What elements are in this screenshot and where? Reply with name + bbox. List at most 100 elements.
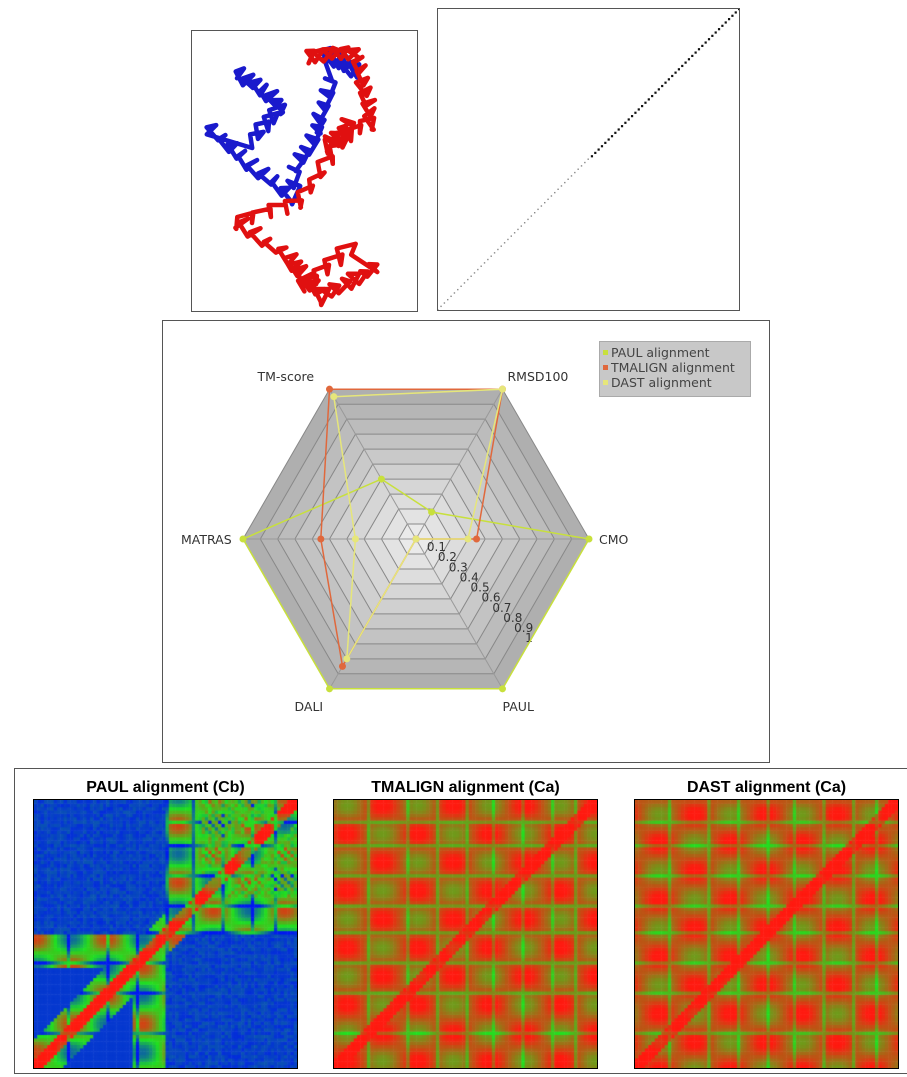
radar-axis-label: TM-score bbox=[257, 369, 315, 384]
radar-data-point bbox=[240, 536, 247, 543]
radar-chart-panel: 0.1 0.2 0.3 0.4 0.5 0.6 0.7 0.8 0.9 1 TM-score RMSD… bbox=[162, 320, 770, 763]
dotplot-point bbox=[561, 185, 562, 186]
dotplot-point bbox=[594, 152, 596, 154]
dotplot-point bbox=[440, 306, 441, 307]
dotplot-point bbox=[567, 179, 568, 180]
dotplot-point bbox=[507, 239, 508, 240]
radar-data-point bbox=[330, 393, 337, 400]
heatmaps-panel: PAUL alignment (Cb) TMALIGN alignment (C… bbox=[14, 768, 907, 1074]
dotplot-point bbox=[631, 115, 633, 117]
dotplot-point bbox=[648, 98, 650, 100]
dotplot-point bbox=[480, 266, 481, 267]
heatmap-tmalign bbox=[333, 799, 598, 1069]
legend-item-dast[interactable]: DAST alignment bbox=[603, 375, 750, 390]
legend-item-tmalign[interactable]: TMALIGN alignment bbox=[603, 360, 750, 375]
dotplot-point bbox=[728, 18, 730, 20]
dotplot-point bbox=[527, 219, 528, 220]
radar-data-point bbox=[464, 536, 471, 543]
dotplot-point bbox=[571, 175, 572, 176]
dotplot-point bbox=[447, 299, 448, 300]
dotplot-point bbox=[651, 95, 653, 97]
dotplot-point bbox=[611, 135, 613, 137]
dotplot-point bbox=[541, 205, 542, 206]
heatmap-title-tmalign: TMALIGN alignment (Ca) bbox=[333, 779, 598, 797]
legend-swatch bbox=[603, 365, 608, 370]
dotplot-point bbox=[618, 128, 620, 130]
dotplot-point bbox=[521, 225, 522, 226]
dotplot-point bbox=[591, 155, 593, 157]
dotplot-point bbox=[718, 28, 720, 30]
dotplot-point bbox=[601, 145, 603, 147]
dotplot-point bbox=[735, 11, 737, 13]
dotplot-point bbox=[671, 75, 673, 77]
dotplot-point bbox=[554, 192, 555, 193]
dotplot-point bbox=[624, 122, 626, 124]
dotplot-point bbox=[641, 105, 643, 107]
dotplot-point bbox=[664, 82, 666, 84]
heatmap-dast bbox=[634, 799, 899, 1069]
dotplot-chart bbox=[438, 9, 739, 310]
dotplot-point bbox=[661, 85, 663, 87]
dotplot-point bbox=[708, 38, 710, 40]
radar-data-point bbox=[352, 536, 359, 543]
chain-a-backbone bbox=[207, 48, 360, 204]
heatmap-canvas bbox=[34, 800, 297, 1068]
dotplot-point bbox=[564, 182, 565, 183]
heatmap-title-dast: DAST alignment (Ca) bbox=[634, 779, 899, 797]
dotplot-point bbox=[477, 269, 478, 270]
dotplot-point bbox=[695, 51, 697, 53]
radar-data-point bbox=[378, 476, 385, 483]
radar-axis-label: MATRAS bbox=[181, 532, 232, 547]
radar-data-point bbox=[326, 386, 333, 393]
radar-data-point bbox=[317, 536, 324, 543]
dotplot-point bbox=[524, 222, 525, 223]
dotplot-point bbox=[634, 112, 636, 114]
dotplot-point bbox=[517, 229, 518, 230]
dotplot-point bbox=[470, 276, 471, 277]
legend-item-paul[interactable]: PAUL alignment bbox=[603, 345, 750, 360]
radar-data-point bbox=[326, 685, 333, 692]
radar-axis-label: DALI bbox=[295, 699, 324, 714]
radar-data-point bbox=[586, 536, 593, 543]
radar-legend: PAUL alignment TMALIGN alignment DAST al… bbox=[599, 341, 751, 397]
dotplot-point bbox=[688, 58, 690, 60]
dotplot-point bbox=[628, 118, 630, 120]
dotplot-point bbox=[658, 88, 660, 90]
dotplot-point bbox=[715, 31, 717, 33]
dotplot-point bbox=[460, 286, 461, 287]
dotplot-point bbox=[691, 55, 693, 57]
radar-data-point bbox=[473, 536, 480, 543]
structure-view bbox=[192, 31, 417, 311]
dotplot-point bbox=[544, 202, 545, 203]
dotplot-point bbox=[514, 232, 515, 233]
dotplot-point bbox=[684, 62, 686, 64]
dotplot-point bbox=[491, 255, 492, 256]
radar-data-point bbox=[339, 663, 346, 670]
dotplot-point bbox=[487, 259, 488, 260]
dotplot-point bbox=[705, 41, 707, 43]
radar-data-point bbox=[499, 685, 506, 692]
dotplot-point bbox=[557, 189, 558, 190]
dotplot-point bbox=[467, 279, 468, 280]
legend-label: TMALIGN alignment bbox=[611, 360, 735, 375]
dotplot-point bbox=[731, 15, 733, 17]
dotplot-point bbox=[678, 68, 680, 70]
dotplot-point bbox=[577, 169, 578, 170]
dotplot-point bbox=[674, 72, 676, 74]
dotplot-point bbox=[621, 125, 623, 127]
dotplot-point bbox=[474, 272, 475, 273]
dotplot-point bbox=[501, 245, 502, 246]
dotplot-point bbox=[711, 35, 713, 37]
heatmap-canvas bbox=[334, 800, 597, 1068]
dotplot-point bbox=[537, 209, 538, 210]
heatmap-title-paul: PAUL alignment (Cb) bbox=[33, 779, 298, 797]
dotplot-point bbox=[454, 292, 455, 293]
dotplot-point bbox=[604, 142, 606, 144]
radar-axis-label: PAUL bbox=[503, 699, 534, 714]
dotplot-point bbox=[584, 162, 585, 163]
dotplot-point bbox=[574, 172, 575, 173]
radar-data-point bbox=[428, 509, 435, 516]
dotplot-point bbox=[511, 235, 512, 236]
dotplot-panel bbox=[437, 8, 740, 311]
dotplot-point bbox=[738, 9, 739, 10]
